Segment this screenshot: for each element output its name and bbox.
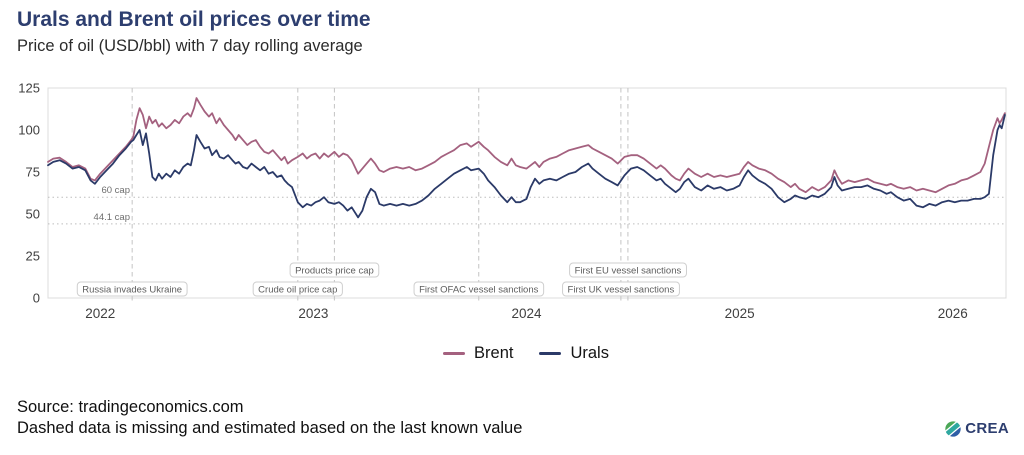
price-cap-label: 60 cap [101,185,130,196]
event-annotation-label: Russia invades Ukraine [82,285,182,296]
event-annotation-box [76,281,188,297]
crea-logo: CREA [945,420,1009,437]
event-annotation-box [252,281,343,297]
urals-line-swatch [539,352,562,355]
x-tick-label: 2024 [511,306,542,321]
plot-frame [47,87,1007,299]
legend-item-urals: Urals [539,344,609,363]
event-annotation: First UK vessel sanctions [562,281,680,297]
event-annotation-box [569,262,687,278]
brent-line-swatch [443,352,466,355]
event-annotation-box [562,281,680,297]
y-tick-label: 0 [33,291,40,306]
estimation-note: Dashed data is missing and estimated bas… [17,419,523,437]
y-tick-label: 100 [18,123,40,138]
source-note: Source: tradingeconomics.com [17,398,244,416]
legend-label-urals: Urals [570,344,609,362]
price-cap-label: 44.1 cap [94,212,130,223]
x-tick-label: 2026 [938,306,968,321]
event-annotation: Russia invades Ukraine [76,281,188,297]
y-tick-label: 125 [18,81,40,96]
event-annotation-label: First UK vessel sanctions [568,285,675,296]
y-tick-label: 75 [26,165,40,180]
brent-series-line [47,97,1006,194]
oil-price-chart: 0 25 50 75 100 125 2022 2023 2024 2025 2026 60 cap 4… [18,81,1007,321]
crea-logo-icon [945,420,962,437]
x-tick-label: 2025 [725,306,755,321]
page-subtitle: Price of oil (USD/bbl) with 7 day rollin… [17,37,363,55]
x-tick-label: 2023 [298,306,328,321]
event-annotation-box [289,262,380,278]
urals-series-line [47,114,1006,219]
y-tick-label: 25 [26,249,40,264]
event-annotation-label: First OFAC vessel sanctions [419,285,539,296]
event-annotation-label: First EU vessel sanctions [575,266,682,277]
event-annotation: Products price cap [289,262,380,278]
event-annotation: Crude oil price cap [252,281,343,297]
event-annotation: First OFAC vessel sanctions [413,281,545,297]
event-annotation-label: Crude oil price cap [258,285,337,296]
event-annotation-label: Products price cap [295,266,374,277]
legend-item-brent: Brent [443,344,513,363]
event-annotation: First EU vessel sanctions [569,262,687,278]
y-tick-label: 50 [26,207,40,222]
crea-logo-text: CREA [965,420,1009,437]
chart-legend: Brent Urals [14,344,1024,363]
legend-label-brent: Brent [474,344,514,362]
x-tick-label: 2022 [85,306,115,321]
page-title: Urals and Brent oil prices over time [17,8,371,31]
event-annotation-box [413,281,545,297]
